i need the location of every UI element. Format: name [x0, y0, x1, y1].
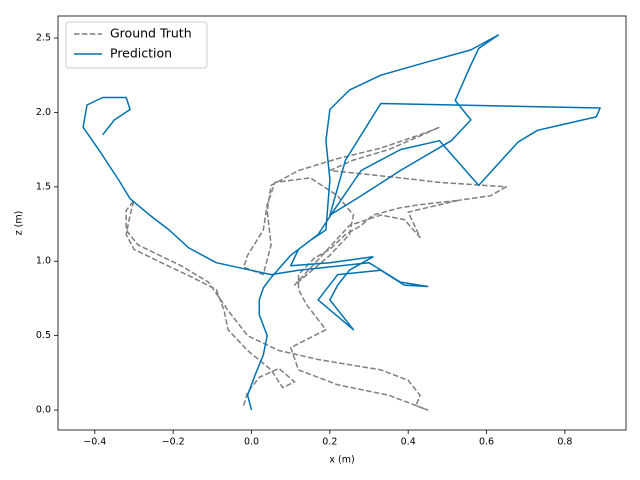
x-axis-label: x (m) — [329, 455, 354, 466]
plot-frame — [57, 15, 627, 431]
x-tick-label: −0.4 — [83, 437, 106, 448]
legend-label: Prediction — [110, 46, 172, 61]
y-tick-label: 2.0 — [36, 107, 51, 118]
x-tick-label: 0.4 — [401, 437, 416, 448]
legend-label: Ground Truth — [110, 26, 192, 41]
x-tick-label: 0.6 — [479, 437, 494, 448]
y-tick-label: 0.0 — [36, 405, 51, 416]
trajectory-line — [125, 126, 507, 411]
trajectory-line — [82, 34, 601, 411]
y-tick-label: 1.0 — [36, 256, 51, 267]
x-tick-label: 0.0 — [244, 437, 259, 448]
y-axis-label: z (m) — [14, 211, 25, 236]
x-tick-label: 0.8 — [557, 437, 572, 448]
y-tick-label: 1.5 — [36, 181, 51, 192]
y-tick-label: 0.5 — [36, 330, 51, 341]
y-tick-label: 2.5 — [36, 33, 51, 44]
x-tick-label: −0.2 — [162, 437, 185, 448]
x-tick-label: 0.2 — [322, 437, 337, 448]
